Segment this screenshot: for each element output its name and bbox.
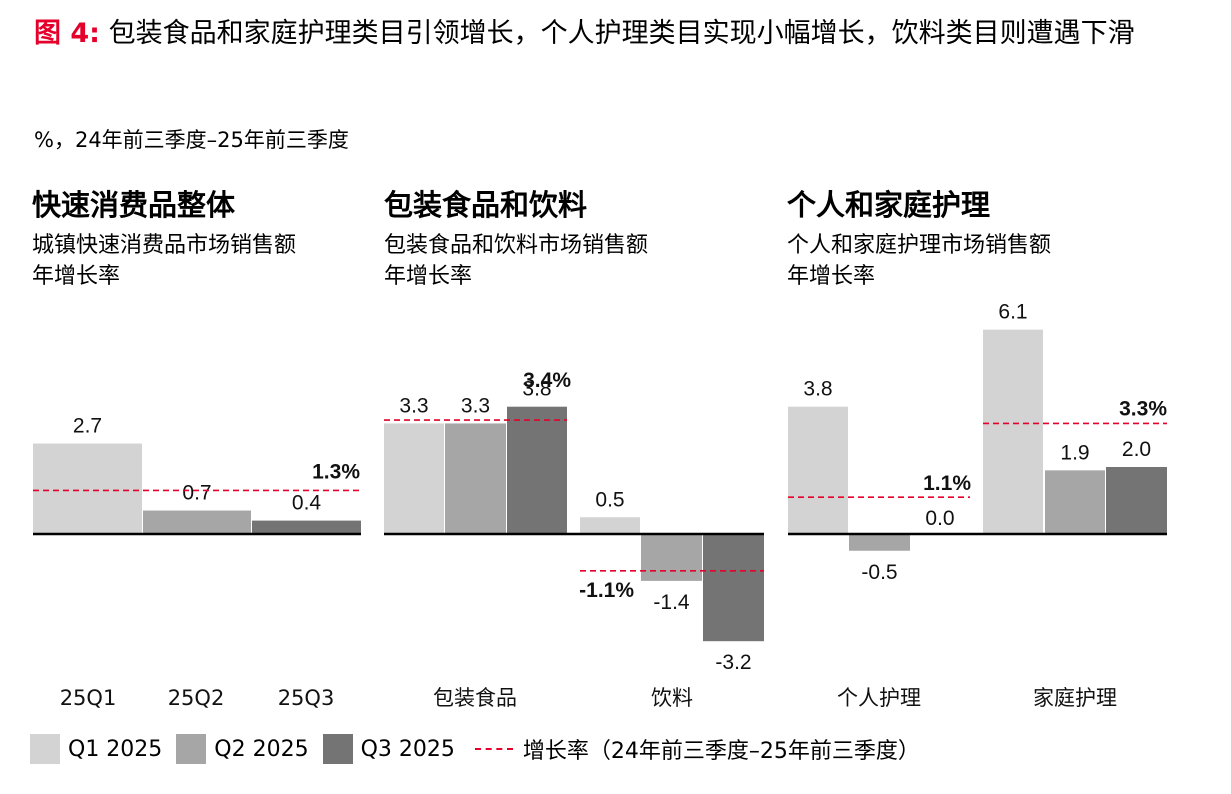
legend-label-q2: Q2 2025	[214, 736, 309, 762]
figure-title: 图 4: 包装食品和家庭护理类目引领增长，个人护理类目实现小幅增长，饮料类目则遭…	[34, 14, 1204, 54]
data-label: 3.8	[803, 378, 832, 401]
bar-q1-2025	[384, 423, 444, 534]
panel-subtitle-line: 年增长率	[787, 264, 876, 289]
bar-q3-2025	[1106, 467, 1167, 534]
data-label: -1.4	[653, 591, 690, 614]
data-label: 1.9	[1060, 441, 1089, 464]
bar-q1-2025	[33, 443, 142, 534]
legend-dash-rate	[474, 748, 513, 750]
figure-number: 图 4:	[34, 18, 100, 49]
category-label: 家庭护理	[1033, 686, 1117, 710]
category-label: 饮料	[651, 686, 693, 710]
panel-title-personal-home-care: 个人和家庭护理	[787, 188, 991, 222]
growth-rate-label: 1.1%	[923, 472, 971, 495]
legend-label-rate: 增长率（24年前三季度–25年前三季度）	[522, 739, 920, 764]
legend: Q1 2025 Q2 2025 Q3 2025 增长率（24年前三季度–25年前…	[30, 731, 934, 767]
bar-q1-2025	[580, 517, 640, 534]
legend-item-rate: 增长率（24年前三季度–25年前三季度）	[469, 733, 920, 765]
panel-title-fmcg: 快速消费品整体	[32, 188, 236, 222]
growth-rate-label: 3.4%	[523, 369, 571, 392]
panel-subtitle-line: 城镇快速消费品市场销售额	[32, 233, 297, 258]
bar-q2-2025	[445, 423, 506, 534]
category-label: 25Q1	[60, 686, 117, 710]
data-label: 0.4	[292, 492, 322, 515]
category-label: 25Q2	[168, 686, 225, 710]
bar-q3-2025	[507, 406, 567, 534]
panel-subtitle-line: 包装食品和饮料市场销售额	[384, 233, 649, 258]
data-label: 2.7	[73, 415, 102, 438]
data-label: 3.3	[461, 394, 490, 417]
legend-item-q3: Q3 2025	[322, 734, 455, 764]
bar-q1-2025	[983, 329, 1043, 534]
legend-label-q1: Q1 2025	[68, 736, 163, 762]
data-label: 3.3	[399, 394, 428, 417]
data-label: 3.8	[522, 378, 551, 401]
panel-subtitle-line: 个人和家庭护理市场销售额	[787, 233, 1052, 258]
growth-rate-label: 3.3%	[1119, 397, 1167, 420]
legend-item-q1: Q1 2025	[30, 734, 162, 764]
panel-title-food-beverage: 包装食品和饮料	[384, 188, 588, 222]
category-label: 包装食品	[433, 686, 517, 710]
panel-subtitle-food-beverage: 包装食品和饮料市场销售额 年增长率	[384, 230, 648, 292]
data-label: 0.7	[182, 482, 211, 505]
bar-q3-2025	[703, 534, 764, 642]
figure-subtitle: %，24年前三季度–25年前三季度	[34, 128, 349, 152]
panel-subtitle-personal-home-care: 个人和家庭护理市场销售额 年增长率	[787, 230, 1051, 292]
data-label: 2.0	[1122, 438, 1151, 461]
growth-rate-label: -1.1%	[579, 579, 634, 602]
panel-subtitle-line: 年增长率	[384, 264, 473, 289]
data-label: -0.5	[861, 561, 897, 584]
legend-swatch-q2	[176, 734, 207, 764]
legend-label-q3: Q3 2025	[360, 736, 455, 762]
category-label: 25Q3	[278, 686, 335, 710]
panel-subtitle-fmcg: 城镇快速消费品市场销售额 年增长率	[32, 230, 296, 292]
data-label: 0.5	[595, 488, 624, 511]
legend-swatch-q3	[322, 734, 353, 764]
legend-swatch-q1	[30, 734, 60, 764]
bar-q1-2025	[788, 406, 848, 534]
data-label: 0.0	[925, 507, 954, 530]
bar-q2-2025	[1045, 470, 1105, 534]
category-label: 个人护理	[837, 686, 921, 710]
legend-item-q2: Q2 2025	[176, 734, 309, 764]
bar-q2-2025	[641, 534, 702, 581]
bar-q2-2025	[143, 510, 251, 534]
bar-q3-2025	[252, 520, 361, 534]
data-label: 6.1	[998, 301, 1027, 324]
bar-q2-2025	[849, 534, 910, 551]
figure-title-text: 包装食品和家庭护理类目引领增长，个人护理类目实现小幅增长，饮料类目则遭遇下滑	[108, 18, 1135, 49]
growth-rate-label: 1.3%	[312, 460, 360, 483]
data-label: -3.2	[715, 651, 751, 674]
panel-subtitle-line: 年增长率	[32, 264, 121, 289]
